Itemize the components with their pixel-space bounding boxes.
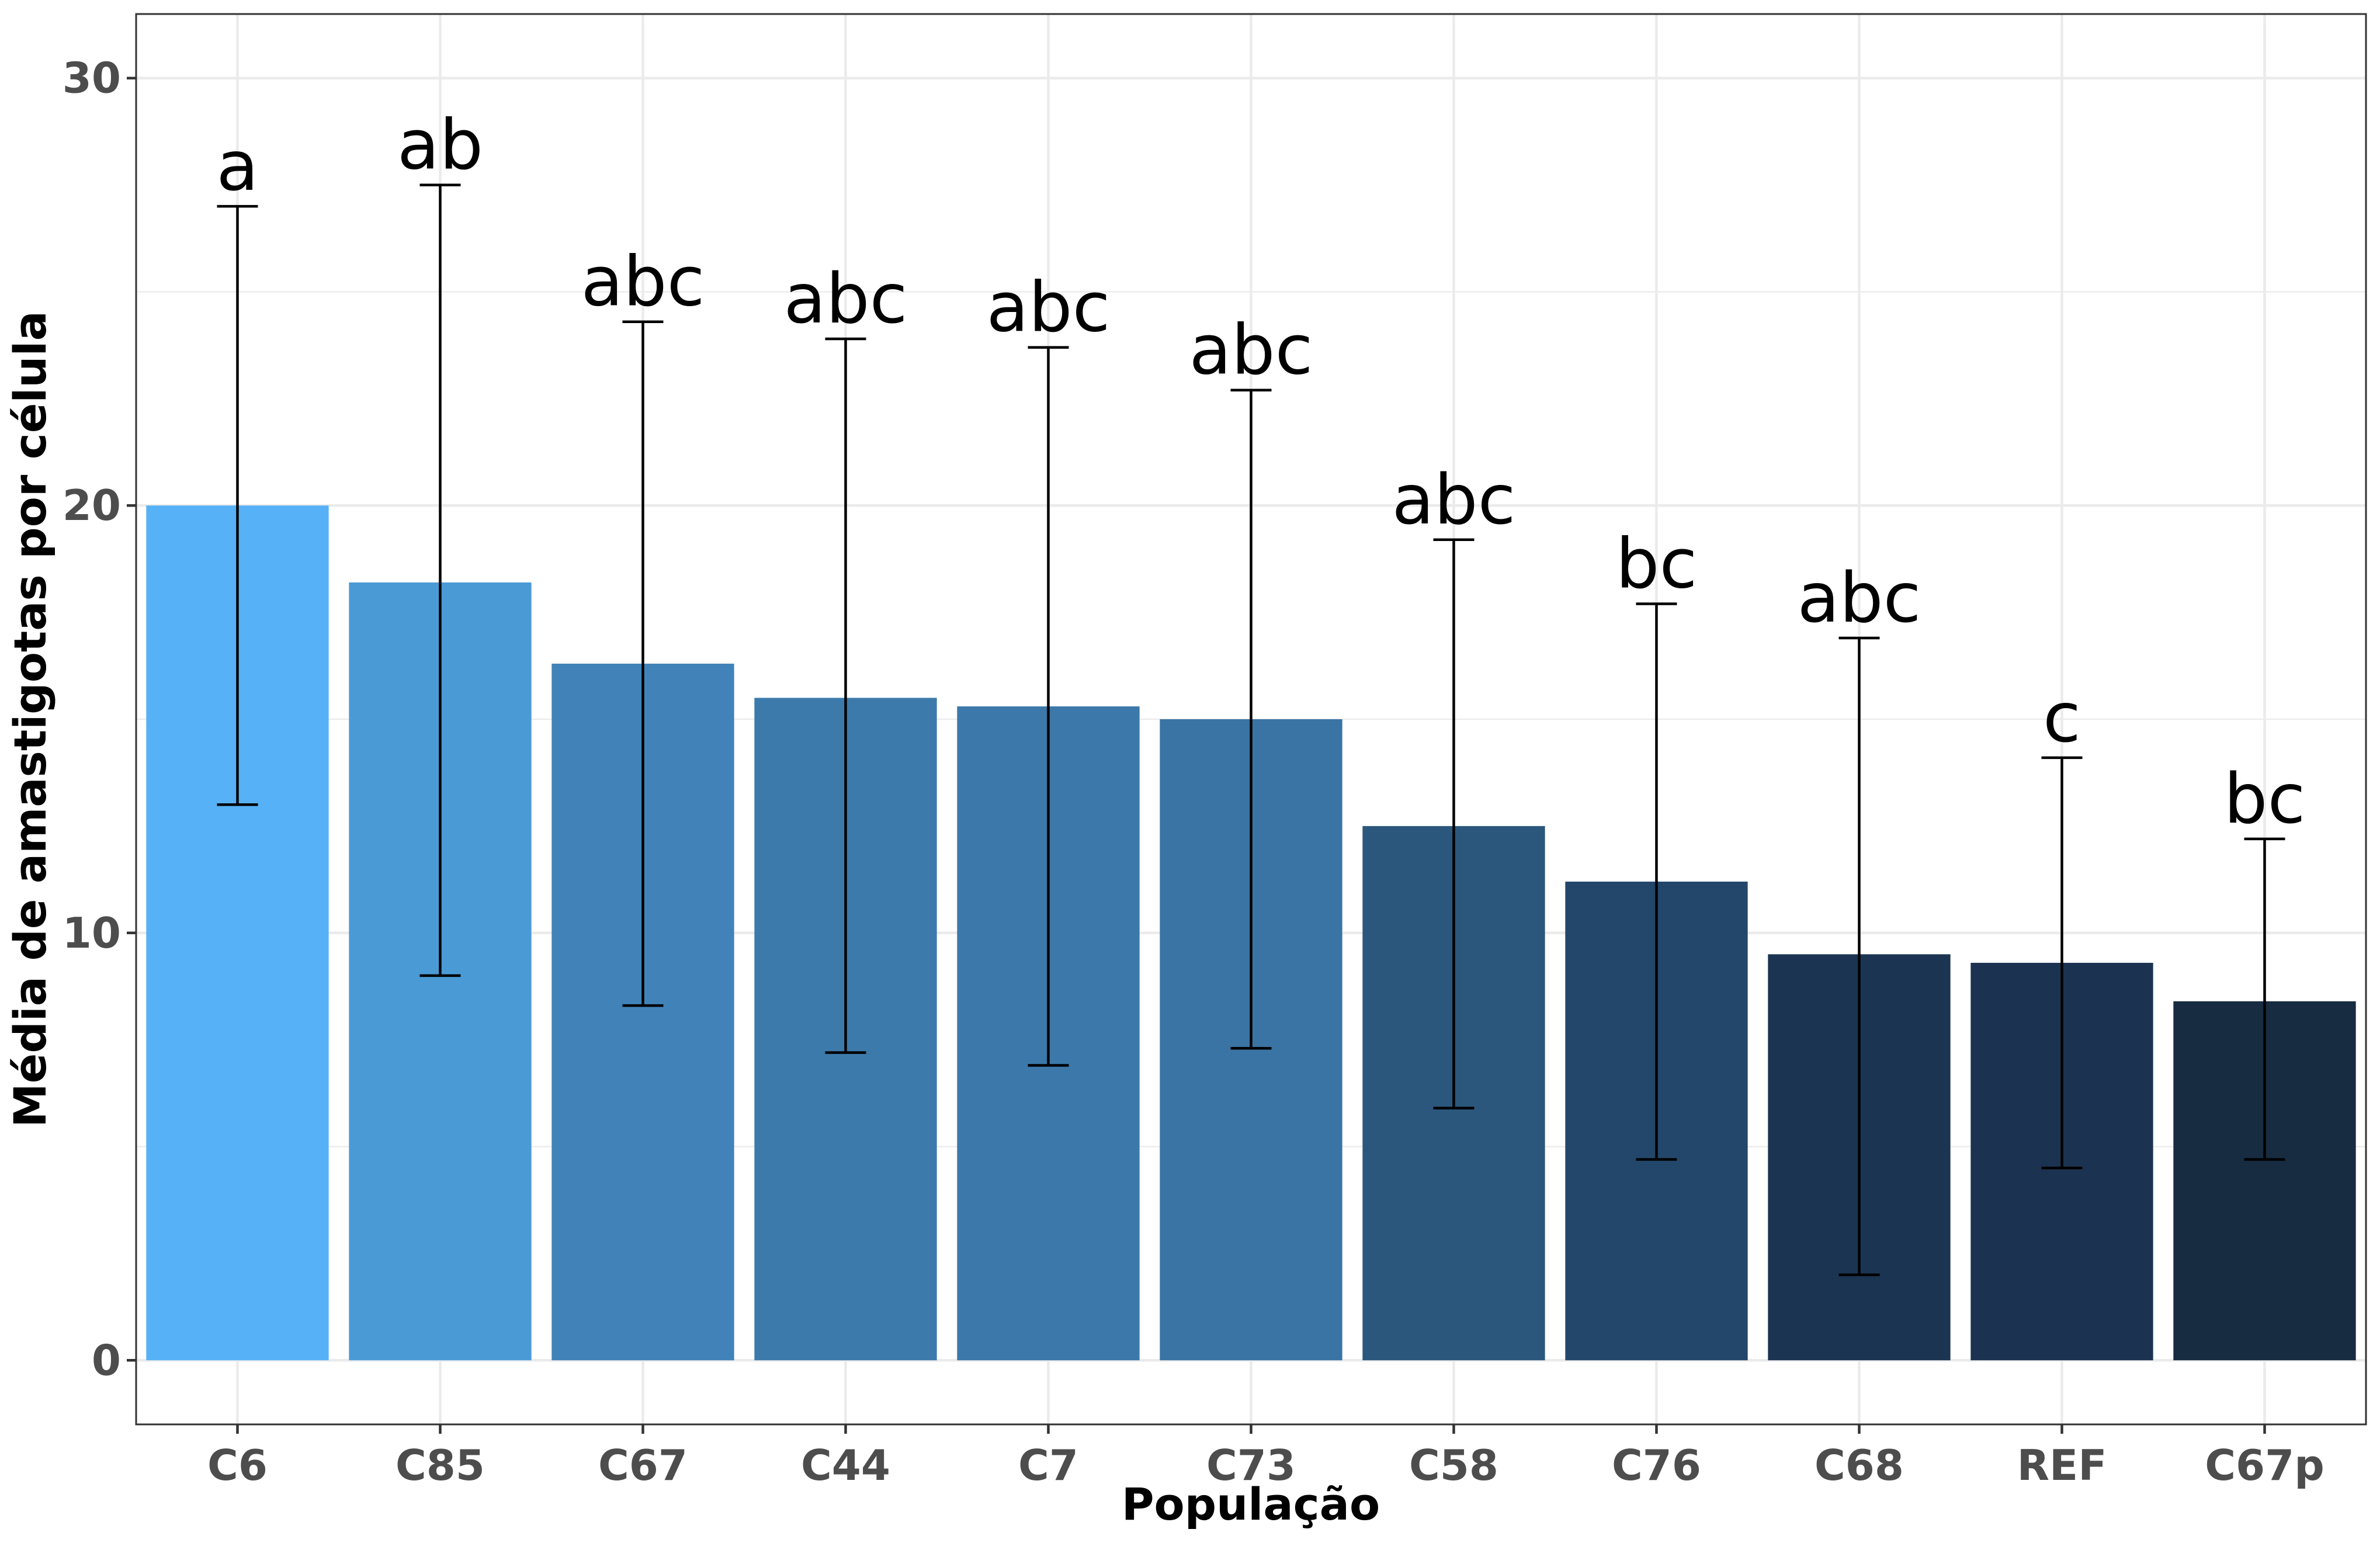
error-bar-c68 [1838,636,1880,1277]
significance-label-c85: ab [397,105,483,185]
error-bar-c67 [622,320,664,1007]
significance-label-c7: abc [986,267,1110,348]
error-bar-c58 [1433,538,1475,1109]
x-tick-label: C85 [395,1441,485,1490]
error-bar-c67p [2244,837,2285,1161]
error-bar-c76 [1636,602,1677,1161]
x-tick-label: C6 [207,1441,268,1490]
error-bars [217,183,2285,1277]
significance-label-c68: abc [1797,557,1921,638]
significance-label-ref: c [2043,677,2081,758]
y-axis-ticks: 0 10 20 30 [63,54,136,1385]
error-bar-c73 [1230,389,1272,1050]
significance-label-c67p: bc [2224,758,2306,839]
significance-label-c58: abc [1392,459,1515,540]
x-tick-label: REF [2017,1441,2107,1490]
error-bar-c85 [419,183,461,977]
y-tick-label: 30 [63,54,121,103]
significance-label-c73: abc [1189,310,1313,390]
y-tick-label: 20 [63,481,121,530]
bars [146,505,2356,1361]
error-bar-c7 [1028,346,1069,1067]
x-axis-ticks: C6 C85 C67 C44 C7 C73 C58 C76 C68 REF C67p [207,1424,2325,1490]
significance-label-c67: abc [581,241,705,322]
x-axis-title: População [1122,1478,1380,1530]
significance-label-c6: a [216,126,258,206]
error-bar-ref [2041,756,2083,1170]
error-bar-c6 [217,204,258,806]
x-tick-label: C76 [1612,1441,1701,1490]
error-bar-c44 [825,337,866,1054]
x-tick-label: C68 [1815,1441,1904,1490]
significance-label-c44: abc [783,258,907,339]
x-tick-label: C67p [2205,1441,2325,1490]
y-axis-title: Média de amastigotas por célula [4,311,56,1128]
x-tick-label: C7 [1018,1441,1078,1490]
y-tick-label: 10 [63,909,121,958]
x-tick-label: C73 [1206,1441,1296,1490]
significance-label-c76: bc [1616,523,1698,604]
x-tick-label: C58 [1409,1441,1498,1490]
y-tick-label: 0 [92,1336,121,1385]
x-tick-label: C67 [598,1441,688,1490]
x-tick-label: C44 [801,1441,890,1490]
